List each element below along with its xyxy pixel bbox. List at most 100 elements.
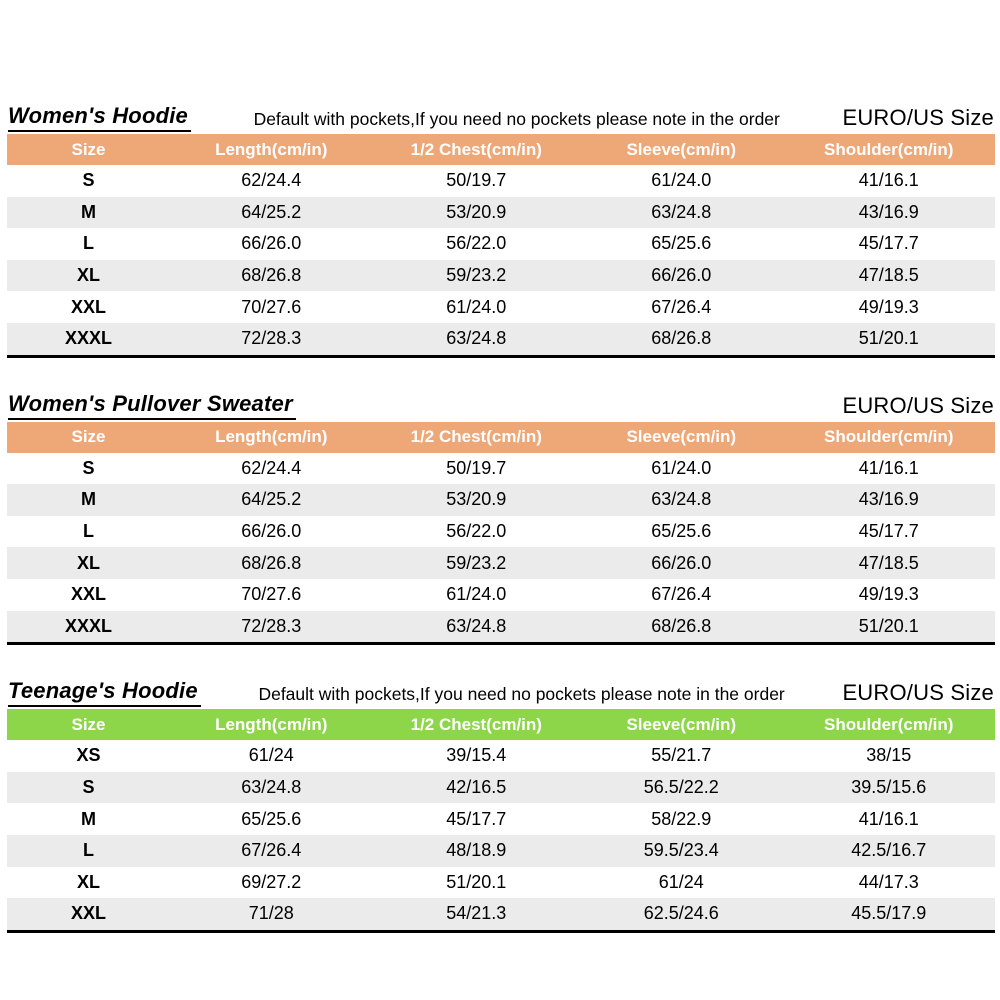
- header-cell-length: Length(cm/in): [215, 139, 328, 159]
- table-row: M 64/25.2 53/20.9 63/24.8 43/16.9: [7, 484, 995, 516]
- table-title-row: Teenage's Hoodie Default with pockets,If…: [7, 677, 995, 708]
- cell-length: 69/27.2: [241, 871, 302, 892]
- cell-sleeve: 65/25.6: [651, 521, 712, 542]
- cell-length: 68/26.8: [241, 552, 302, 573]
- size-table-teenages-hoodie: Teenage's Hoodie Default with pockets,If…: [7, 677, 995, 933]
- cell-sleeve: 58/22.9: [651, 808, 712, 829]
- cell-shoulder: 49/19.3: [858, 296, 919, 317]
- cell-length: 66/26.0: [241, 521, 302, 542]
- table-row: S 63/24.8 42/16.5 56.5/22.2 39.5/15.6: [7, 771, 995, 804]
- cell-size: S: [82, 170, 95, 191]
- cell-size: L: [83, 840, 94, 861]
- size-standard-label: EURO/US Size: [842, 392, 994, 418]
- table-header-row: Size Length(cm/in) 1/2 Chest(cm/in) Slee…: [7, 134, 995, 165]
- pockets-note: Default with pockets,If you need no pock…: [258, 684, 785, 705]
- table-row: XXXL 72/28.3 63/24.8 68/26.8 51/20.1: [7, 322, 995, 355]
- cell-chest: 53/20.9: [446, 489, 507, 510]
- cell-chest: 63/24.8: [446, 615, 507, 636]
- cell-chest: 56/22.0: [446, 233, 507, 254]
- cell-sleeve: 65/25.6: [651, 233, 712, 254]
- header-cell-sleeve: Sleeve(cm/in): [626, 714, 737, 734]
- header-cell-shoulder: Shoulder(cm/in): [824, 139, 954, 159]
- cell-length: 63/24.8: [241, 777, 302, 798]
- cell-size: XL: [77, 871, 101, 892]
- cell-length: 72/28.3: [241, 615, 302, 636]
- table-title: Women's Hoodie: [8, 103, 191, 132]
- table-row: XS 61/24 39/15.4 55/21.7 38/15: [7, 740, 995, 772]
- cell-size: XXXL: [65, 615, 113, 636]
- table-row: M 64/25.2 53/20.9 63/24.8 43/16.9: [7, 196, 995, 229]
- table-row: L 67/26.4 48/18.9 59.5/23.4 42.5/16.7: [7, 834, 995, 867]
- table-row: XXXL 72/28.3 63/24.8 68/26.8 51/20.1: [7, 610, 995, 643]
- cell-shoulder: 41/16.1: [858, 457, 919, 478]
- cell-chest: 59/23.2: [446, 552, 507, 573]
- size-standard-label: EURO/US Size: [842, 105, 994, 130]
- cell-sleeve: 63/24.8: [651, 489, 712, 510]
- header-cell-shoulder: Shoulder(cm/in): [824, 714, 954, 734]
- cell-chest: 51/20.1: [446, 871, 507, 892]
- table-title-row: Women's Hoodie Default with pockets,If y…: [7, 102, 995, 132]
- header-cell-length: Length(cm/in): [215, 714, 328, 734]
- cell-size: XXL: [71, 296, 107, 317]
- cell-shoulder: 49/19.3: [858, 584, 919, 605]
- cell-chest: 63/24.8: [446, 328, 507, 349]
- table-row: XL 68/26.8 59/23.2 66/26.0 47/18.5: [7, 547, 995, 579]
- cell-chest: 53/20.9: [446, 201, 507, 222]
- table-row: XL 68/26.8 59/23.2 66/26.0 47/18.5: [7, 259, 995, 292]
- table-title: Teenage's Hoodie: [8, 678, 201, 708]
- cell-size: L: [83, 521, 94, 542]
- cell-length: 61/24: [248, 745, 294, 766]
- header-cell-size: Size: [71, 714, 106, 734]
- header-cell-chest: 1/2 Chest(cm/in): [410, 427, 542, 447]
- header-cell-sleeve: Sleeve(cm/in): [626, 139, 737, 159]
- cell-chest: 59/23.2: [446, 265, 507, 286]
- cell-sleeve: 56.5/22.2: [643, 777, 719, 798]
- cell-chest: 61/24.0: [446, 584, 507, 605]
- cell-chest: 50/19.7: [446, 170, 507, 191]
- cell-length: 68/26.8: [241, 265, 302, 286]
- cell-length: 64/25.2: [241, 489, 302, 510]
- cell-size: XXL: [71, 584, 107, 605]
- cell-sleeve: 68/26.8: [651, 615, 712, 636]
- cell-sleeve: 62.5/24.6: [643, 903, 719, 924]
- cell-shoulder: 51/20.1: [858, 615, 919, 636]
- table-row: XL 69/27.2 51/20.1 61/24 44/17.3: [7, 866, 995, 899]
- table-row: L 66/26.0 56/22.0 65/25.6 45/17.7: [7, 228, 995, 260]
- header-cell-size: Size: [71, 427, 106, 447]
- table-row: M 65/25.6 45/17.7 58/22.9 41/16.1: [7, 803, 995, 835]
- table-title-row: Women's Pullover Sweater EURO/US Size: [7, 390, 995, 420]
- cell-shoulder: 47/18.5: [858, 552, 919, 573]
- header-cell-sleeve: Sleeve(cm/in): [626, 427, 737, 447]
- cell-chest: 39/15.4: [446, 745, 507, 766]
- cell-shoulder: 41/16.1: [858, 808, 919, 829]
- cell-sleeve: 67/26.4: [651, 584, 712, 605]
- table-title: Women's Pullover Sweater: [8, 391, 296, 420]
- cell-shoulder: 45/17.7: [858, 233, 919, 254]
- cell-sleeve: 67/26.4: [651, 296, 712, 317]
- cell-length: 71/28: [248, 903, 294, 924]
- cell-size: M: [81, 489, 96, 510]
- cell-size: S: [82, 457, 95, 478]
- cell-chest: 48/18.9: [446, 840, 507, 861]
- cell-length: 65/25.6: [241, 808, 302, 829]
- table-body: XS 61/24 39/15.4 55/21.7 38/15 S 63/24.8…: [7, 740, 995, 933]
- cell-size: M: [81, 808, 96, 829]
- cell-shoulder: 41/16.1: [858, 170, 919, 191]
- cell-shoulder: 45/17.7: [858, 521, 919, 542]
- cell-length: 72/28.3: [241, 328, 302, 349]
- header-cell-shoulder: Shoulder(cm/in): [824, 427, 954, 447]
- cell-sleeve: 55/21.7: [651, 745, 712, 766]
- table-body: S 62/24.4 50/19.7 61/24.0 41/16.1 M 64/2…: [7, 452, 995, 646]
- cell-length: 64/25.2: [241, 201, 302, 222]
- table-row: S 62/24.4 50/19.7 61/24.0 41/16.1: [7, 165, 995, 197]
- cell-size: L: [83, 233, 94, 254]
- cell-sleeve: 61/24: [658, 871, 704, 892]
- cell-length: 62/24.4: [241, 170, 302, 191]
- cell-chest: 50/19.7: [446, 457, 507, 478]
- cell-chest: 54/21.3: [446, 903, 507, 924]
- table-row: S 62/24.4 50/19.7 61/24.0 41/16.1: [7, 452, 995, 485]
- cell-shoulder: 51/20.1: [858, 328, 919, 349]
- cell-shoulder: 44/17.3: [858, 871, 919, 892]
- pockets-note: Default with pockets,If you need no pock…: [253, 109, 780, 129]
